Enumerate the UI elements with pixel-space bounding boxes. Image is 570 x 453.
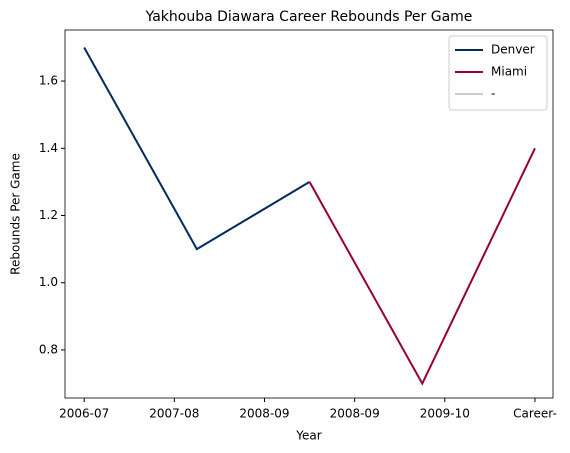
series-line — [83, 46, 311, 251]
x-tick-label: 2008-09 — [239, 407, 289, 421]
series-line — [308, 147, 536, 386]
legend-box — [448, 35, 548, 111]
x-tick-label: 2009-10 — [420, 407, 470, 421]
y-tick-label: 1.6 — [39, 74, 58, 88]
y-axis-label: Rebounds Per Game — [9, 153, 23, 275]
legend-label: Denver — [491, 43, 535, 57]
legend-label: Miami — [491, 65, 527, 79]
y-tick-label: 1.4 — [39, 141, 58, 155]
y-tick-label: 0.8 — [39, 342, 58, 356]
y-tick-label: 1.0 — [39, 275, 58, 289]
x-axis-label: Year — [295, 429, 321, 443]
plot-frame — [64, 29, 554, 399]
y-tick-label: 1.2 — [39, 208, 58, 222]
x-tick-label: 2006-07 — [59, 407, 109, 421]
chart-title: Yakhouba Diawara Career Rebounds Per Gam… — [145, 9, 473, 25]
x-tick-label: 2008-09 — [330, 407, 380, 421]
legend-label: - — [491, 87, 495, 101]
x-tick-label: Career- — [513, 407, 557, 421]
x-tick-label: 2007-08 — [149, 407, 199, 421]
